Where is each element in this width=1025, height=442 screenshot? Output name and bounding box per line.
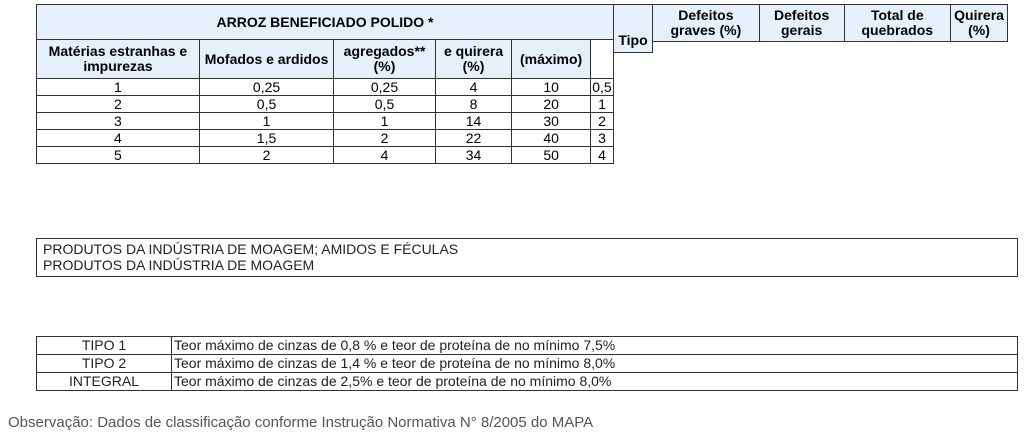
- table-cell: 8: [434, 95, 513, 113]
- description-cell: Teor máximo de cinzas de 0,8 % e teor de…: [171, 336, 1018, 355]
- column-header: Total de quebrados: [843, 4, 952, 42]
- products-line: PRODUTOS DA INDÚSTRIA DE MOAGEM; AMIDOS …: [43, 241, 459, 257]
- table-row: 1 0,25 0,25 4 10 0,5: [36, 78, 615, 96]
- column-header: Defeitos graves (%): [652, 4, 760, 42]
- table-cell: 10: [511, 78, 591, 96]
- column-header: Defeitos gerais: [758, 4, 845, 42]
- table-row: 2 0,5 0,5 8 20 1: [36, 95, 615, 113]
- table-cell: 1: [589, 95, 615, 113]
- table-cell: 1: [36, 78, 200, 96]
- table-cell: 0,5: [333, 95, 436, 113]
- table-row: TIPO 2 Teor máximo de cinzas de 1,4 % e t…: [36, 354, 1018, 373]
- table-cell: 1: [198, 112, 335, 130]
- table-cell: 34: [434, 146, 513, 164]
- table-cell: 0,25: [333, 78, 436, 96]
- table-cell: 2: [198, 146, 335, 164]
- column-header: [589, 39, 615, 79]
- type-cell: TIPO 1: [36, 336, 172, 355]
- table-cell: 1,5: [198, 129, 335, 147]
- column-header: Quirera (%): [950, 4, 1008, 42]
- rice-classification-table: ARROZ BENEFICIADO POLIDO * Matérias estr…: [36, 4, 615, 164]
- table-row: 4 1,5 2 22 40 3: [36, 129, 615, 147]
- flour-types-table: TIPO 1 Teor máximo de cinzas de 0,8 % e t…: [36, 336, 1018, 391]
- table-cell: 2: [36, 95, 200, 113]
- table-cell: 4: [434, 78, 513, 96]
- table-cell: 0,25: [198, 78, 335, 96]
- table-row: 3 1 1 14 30 2: [36, 112, 615, 130]
- column-header: Mofados e ardidos: [198, 39, 335, 79]
- table-cell: 30: [511, 112, 591, 130]
- table-cell: 2: [589, 112, 615, 130]
- table-cell: 3: [589, 129, 615, 147]
- table-cell: 0,5: [198, 95, 335, 113]
- table-cell: 40: [511, 129, 591, 147]
- type-cell: TIPO 2: [36, 354, 172, 373]
- type-cell: INTEGRAL: [36, 372, 172, 391]
- defects-header-table: Defeitos graves (%) Defeitos gerais Tota…: [652, 4, 1008, 42]
- table-cell: 4: [333, 146, 436, 164]
- table-title: ARROZ BENEFICIADO POLIDO *: [36, 4, 614, 40]
- column-header: agregados** (%): [333, 39, 436, 79]
- table-row: 5 2 4 34 50 4: [36, 146, 615, 164]
- table-row: TIPO 1 Teor máximo de cinzas de 0,8 % e t…: [36, 336, 1018, 355]
- column-header: e quirera (%): [434, 39, 513, 79]
- table-cell: 4: [589, 146, 615, 164]
- table-cell: 1: [333, 112, 436, 130]
- column-header: Matérias estranhas e impurezas: [36, 39, 200, 79]
- table-cell: 0,5: [589, 78, 615, 96]
- note: Observação: Dados de classificação confo…: [8, 414, 594, 431]
- table-cell: 14: [434, 112, 513, 130]
- table-cell: 2: [333, 129, 436, 147]
- table-row: INTEGRAL Teor máximo de cinzas de 2,5% e …: [36, 372, 1018, 391]
- table-cell: 20: [511, 95, 591, 113]
- table-cell: 50: [511, 146, 591, 164]
- table-cell: 22: [434, 129, 513, 147]
- products-line: PRODUTOS DA INDÚSTRIA DE MOAGEM: [43, 257, 315, 273]
- products-box: PRODUTOS DA INDÚSTRIA DE MOAGEM; AMIDOS …: [36, 238, 1018, 277]
- column-header: (máximo): [511, 39, 591, 79]
- description-cell: Teor máximo de cinzas de 2,5% e teor de …: [171, 372, 1018, 391]
- table-cell: 3: [36, 112, 200, 130]
- description-cell: Teor máximo de cinzas de 1,4 % e teor de…: [171, 354, 1018, 373]
- table-cell: 5: [36, 146, 200, 164]
- table-cell: 4: [36, 129, 200, 147]
- tipo-header: Tipo: [613, 4, 653, 53]
